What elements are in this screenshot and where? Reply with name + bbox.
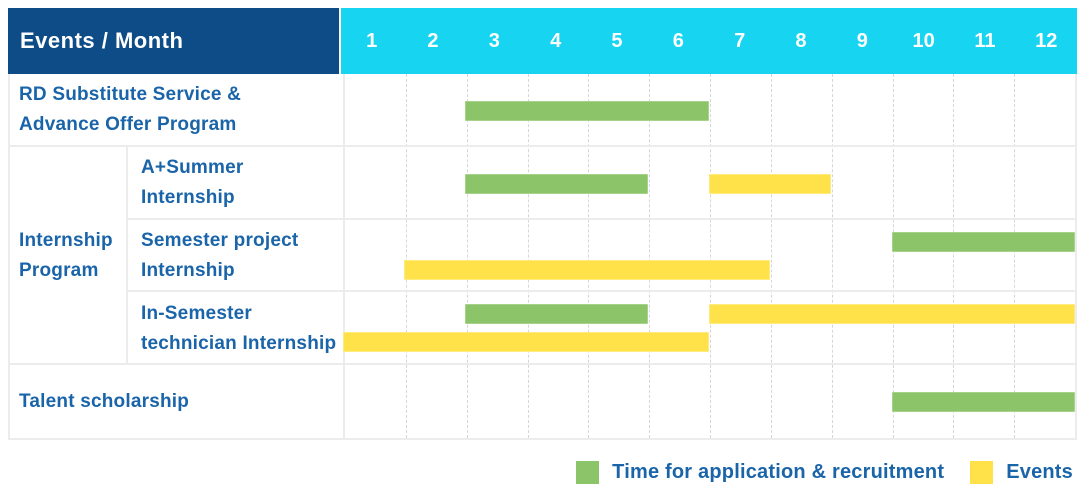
row-label-line: Talent scholarship (19, 390, 190, 412)
legend-event-label: Events (1006, 461, 1073, 483)
month-header-1: 1 (366, 29, 378, 52)
month-header-3: 3 (488, 29, 500, 52)
row-label-talent-scholarship: Talent scholarship (10, 365, 343, 438)
month-header-10: 10 (912, 29, 935, 52)
bar-event-month2-to-7 (404, 259, 770, 280)
gridline-month-11 (1014, 74, 1016, 438)
gridline-month-6 (710, 74, 711, 438)
gridline-month-4 (588, 74, 590, 438)
row-cells-in-semester-technician-internship (343, 292, 1075, 365)
group-label-line-1: Internship (19, 229, 113, 251)
gridline-month-7 (770, 74, 772, 438)
row-label-line: A+Summer (141, 157, 244, 179)
table-corner-header: Events / Month (8, 8, 339, 74)
legend-recruitment-label: Time for application & recruitment (612, 461, 945, 483)
gridline-month-5 (649, 74, 651, 438)
bar-event-month7-to-12 (709, 304, 1075, 325)
row-cells-rd-substitute-service-advance-offer-program (343, 74, 1075, 147)
events-month-table: Events / Month 1 2 3 4 5 6 7 8 9 10 11 12 RD Substi… (8, 8, 1077, 440)
bar-recruitment-month3-to-6 (465, 101, 709, 121)
corner-label: Events / Month (20, 28, 184, 53)
row-rd-substitute-service-advance-offer-program: RD Substitute Service & Advance Offer Pro… (10, 74, 1075, 147)
month-header-12: 12 (1035, 29, 1058, 52)
gridline-month-3 (527, 74, 529, 438)
legend: Time for application & recruitment Event… (576, 461, 1073, 484)
row-label-line: technician Internship (141, 332, 337, 354)
gridline-month-10 (953, 74, 955, 438)
month-header-6: 6 (672, 29, 684, 52)
group-cell-internship-program: Internship Program (10, 147, 126, 365)
row-label-rd-substitute-service-advance-offer-program: RD Substitute Service & Advance Offer Pro… (10, 74, 343, 147)
group-label-line-2: Program (19, 259, 99, 281)
gridline-month-1 (405, 74, 407, 438)
row-label-line: Advance Offer Program (19, 114, 237, 136)
month-header-8: 8 (795, 29, 807, 52)
legend-recruitment-swatch (576, 461, 600, 484)
row-label-semester-project-internship: Semester project Internship (126, 219, 343, 293)
table-body: RD Substitute Service & Advance Offer Pro… (8, 74, 1077, 440)
gridline-month-2 (466, 74, 468, 438)
row-label-a-summer-internship: A+Summer Internship (126, 146, 343, 220)
row-label-line: Internship (141, 187, 235, 209)
row-cells-a-summer-internship (343, 147, 1075, 220)
month-header-5: 5 (611, 29, 623, 52)
month-header-4: 4 (550, 29, 562, 52)
row-label-line: In-Semester (141, 302, 252, 324)
month-header-2: 2 (427, 29, 439, 52)
month-header-row: 1 2 3 4 5 6 7 8 9 10 11 12 (341, 8, 1077, 74)
month-header-7: 7 (734, 29, 746, 52)
month-header-11: 11 (974, 29, 996, 52)
row-label-in-semester-technician-internship: In-Semester technician Internship (126, 292, 343, 366)
row-cells-semester-project-internship (343, 220, 1075, 293)
gridline-month-9 (892, 74, 894, 438)
row-in-semester-technician-internship: In-Semester technician Internship (10, 292, 1075, 366)
row-semester-project-internship: Semester project Internship (10, 219, 1075, 293)
bar-recruitment-month3-to-5 (465, 173, 648, 194)
row-a-summer-internship: A+Summer Internship (10, 146, 1075, 220)
bar-recruitment-month10-to-12 (892, 231, 1075, 252)
month-header-9: 9 (856, 29, 868, 52)
gridline-month-8 (831, 74, 833, 438)
bar-recruitment-month3-to-5 (465, 304, 648, 325)
bar-recruitment-month10-to-12 (892, 392, 1075, 413)
legend-event-swatch (970, 461, 994, 484)
row-label-line: Semester project (141, 229, 299, 251)
bar-event-month1-to-6 (343, 332, 709, 353)
row-cells-talent-scholarship (343, 365, 1075, 438)
row-label-line: Internship (141, 259, 235, 281)
bar-event-month7-to-8 (709, 173, 831, 194)
row-label-line: RD Substitute Service & (19, 84, 242, 106)
month-gridlines (343, 74, 1075, 438)
row-talent-scholarship: Talent scholarship (10, 365, 1075, 438)
